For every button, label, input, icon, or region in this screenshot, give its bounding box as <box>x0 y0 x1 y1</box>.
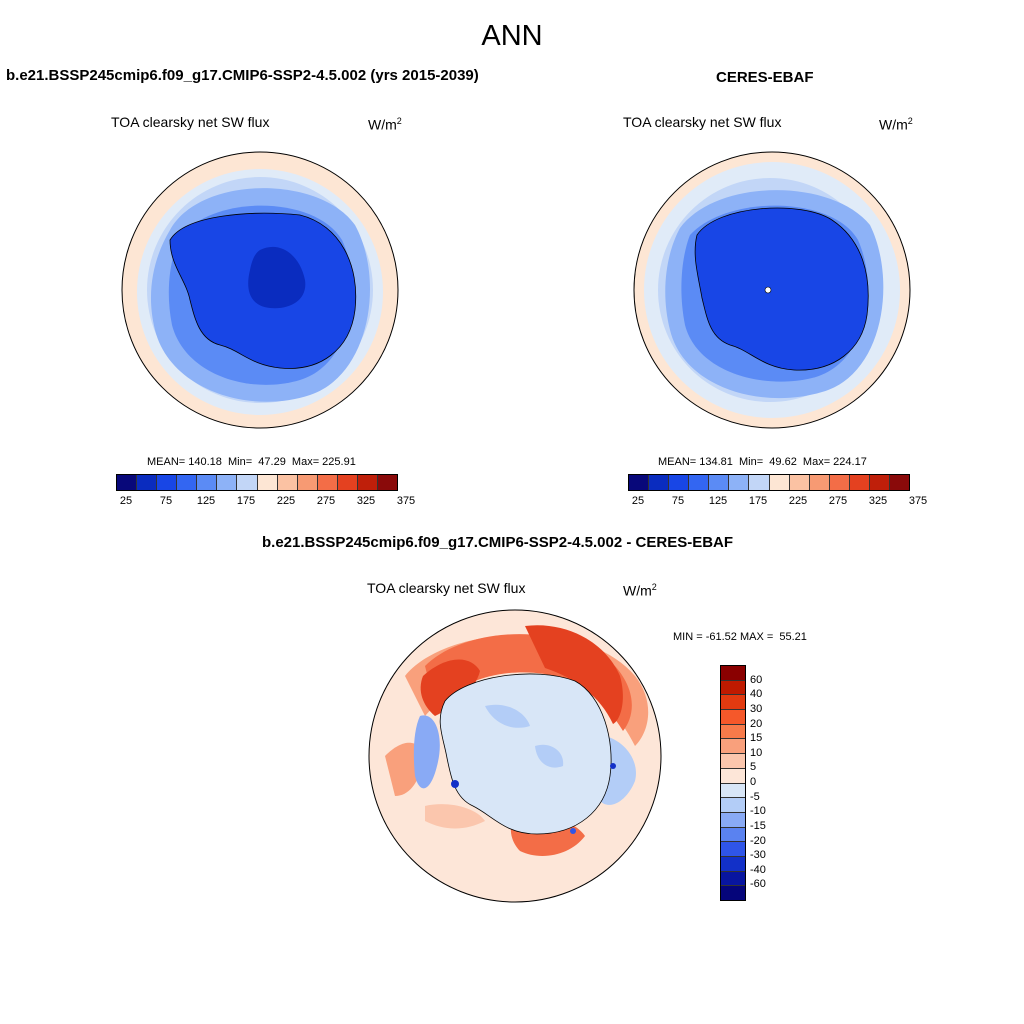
obs-panel-title: CERES-EBAF <box>716 69 814 86</box>
model-colorbar-swatch <box>337 475 358 490</box>
model-colorbar-swatch <box>157 475 178 490</box>
obs-colorbar-swatch <box>809 475 830 490</box>
diff-colorbar-swatch <box>721 798 745 813</box>
diff-colorbar-tick-label: 30 <box>750 702 763 715</box>
model-colorbar-swatch <box>257 475 278 490</box>
model-polar-map <box>121 151 399 429</box>
diff-colorbar-tick-label: 5 <box>750 761 757 774</box>
diff-minmax: MIN = -61.52 MAX = 55.21 <box>673 631 807 643</box>
model-colorbar-swatch <box>177 475 198 490</box>
diff-colorbar <box>720 665 746 901</box>
diff-colorbar-swatch <box>721 856 745 872</box>
obs-colorbar-swatch <box>669 475 690 490</box>
diff-colorbar-swatch <box>721 827 745 843</box>
obs-colorbar-ticks: 25 75 125 175 225 275 325 375 <box>628 495 927 509</box>
obs-colorbar-swatch <box>849 475 870 490</box>
diff-colorbar-tick-label: 60 <box>750 673 763 686</box>
model-colorbar-swatch <box>297 475 318 490</box>
obs-colorbar-tick-label: 175 <box>748 495 768 507</box>
diff-colorbar-ticks: 60 40 30 20 15 10 5 0 -5 -10 -15 -20 -30 -40 -60 <box>750 665 790 899</box>
model-colorbar-tick-label: 25 <box>119 495 133 507</box>
model-colorbar-swatch <box>277 475 298 490</box>
model-colorbar-swatch <box>378 475 398 490</box>
obs-polar-map <box>633 151 911 429</box>
obs-colorbar-swatch <box>890 475 910 490</box>
obs-colorbar-swatch <box>769 475 790 490</box>
obs-colorbar-swatch <box>749 475 770 490</box>
diff-colorbar-tick-label: 0 <box>750 776 757 788</box>
diff-colorbar-tick-label: 40 <box>750 688 763 701</box>
diff-colorbar-swatch <box>721 680 745 696</box>
model-colorbar-swatch <box>197 475 218 490</box>
diff-colorbar-tick-label: -40 <box>750 863 766 876</box>
obs-colorbar-tick-label: 25 <box>631 495 645 507</box>
diff-panel-title: b.e21.BSSP245cmip6.f09_g17.CMIP6-SSP2-4.… <box>262 534 734 551</box>
diff-colorbar-swatch <box>721 695 745 711</box>
model-colorbar-tick-label: 175 <box>236 495 256 507</box>
model-colorbar-swatch <box>117 475 138 490</box>
obs-colorbar-tick-label: 225 <box>788 495 808 507</box>
model-colorbar-swatch <box>357 475 379 490</box>
model-colorbar-swatch <box>317 475 338 490</box>
model-colorbar-tick-label: 375 <box>396 495 416 507</box>
diff-colorbar-swatch <box>721 739 745 755</box>
model-colorbar-tick-label: 75 <box>159 495 173 507</box>
obs-variable-label: TOA clearsky net SW flux <box>623 114 782 130</box>
diff-colorbar-tick-label: -20 <box>750 834 766 847</box>
diff-colorbar-tick-label: -30 <box>750 849 766 862</box>
obs-colorbar-swatch <box>869 475 891 490</box>
model-colorbar-tick-label: 275 <box>316 495 336 507</box>
obs-colorbar <box>628 474 910 491</box>
model-panel-title: b.e21.BSSP245cmip6.f09_g17.CMIP6-SSP2-4.… <box>6 67 479 84</box>
model-colorbar-swatch <box>237 475 258 490</box>
obs-colorbar-swatch <box>829 475 850 490</box>
model-colorbar-swatch <box>217 475 238 490</box>
diff-colorbar-tick-label: 10 <box>750 746 763 759</box>
main-title: ANN <box>481 20 543 52</box>
obs-colorbar-swatch <box>629 475 650 490</box>
model-units: W/m2 <box>368 116 402 133</box>
diff-colorbar-swatch <box>721 842 745 857</box>
model-colorbar-ticks: 25 75 125 175 225 275 325 375 <box>116 495 415 509</box>
model-colorbar-tick-label: 125 <box>196 495 216 507</box>
model-variable-label: TOA clearsky net SW flux <box>111 114 270 130</box>
diff-colorbar-tick-label: -5 <box>750 790 760 803</box>
obs-colorbar-tick-label: 325 <box>868 495 888 507</box>
diff-colorbar-swatch <box>721 783 745 799</box>
diff-colorbar-tick-label: -10 <box>750 805 766 818</box>
model-stats: MEAN= 140.18 Min= 47.29 Max= 225.91 <box>147 456 356 468</box>
obs-colorbar-swatch <box>789 475 810 490</box>
diff-colorbar-swatch <box>721 754 745 769</box>
diff-colorbar-swatch <box>721 724 745 740</box>
obs-colorbar-tick-label: 275 <box>828 495 848 507</box>
obs-units: W/m2 <box>879 116 913 133</box>
obs-colorbar-swatch <box>709 475 730 490</box>
diff-polar-map <box>368 609 662 903</box>
diff-colorbar-tick-label: 15 <box>750 732 763 745</box>
diff-colorbar-tick-label: 20 <box>750 717 763 730</box>
model-colorbar-tick-label: 325 <box>356 495 376 507</box>
diff-colorbar-swatch <box>721 768 745 784</box>
diff-colorbar-swatch <box>721 710 745 725</box>
obs-colorbar-tick-label: 125 <box>708 495 728 507</box>
obs-colorbar-swatch <box>649 475 670 490</box>
obs-colorbar-swatch <box>689 475 710 490</box>
diff-colorbar-tick-label: -60 <box>750 878 766 891</box>
diff-units: W/m2 <box>623 582 657 599</box>
obs-colorbar-swatch <box>729 475 750 490</box>
model-colorbar-tick-label: 225 <box>276 495 296 507</box>
diff-colorbar-swatch <box>721 812 745 828</box>
model-colorbar <box>116 474 398 491</box>
obs-stats: MEAN= 134.81 Min= 49.62 Max= 224.17 <box>658 456 867 468</box>
diff-colorbar-swatch <box>721 871 745 887</box>
diff-variable-label: TOA clearsky net SW flux <box>367 580 526 596</box>
obs-colorbar-tick-label: 375 <box>908 495 928 507</box>
diff-colorbar-swatch <box>721 666 745 681</box>
diff-colorbar-tick-label: -15 <box>750 819 766 832</box>
obs-colorbar-tick-label: 75 <box>671 495 685 507</box>
diff-colorbar-swatch <box>721 886 745 900</box>
model-colorbar-swatch <box>137 475 158 490</box>
